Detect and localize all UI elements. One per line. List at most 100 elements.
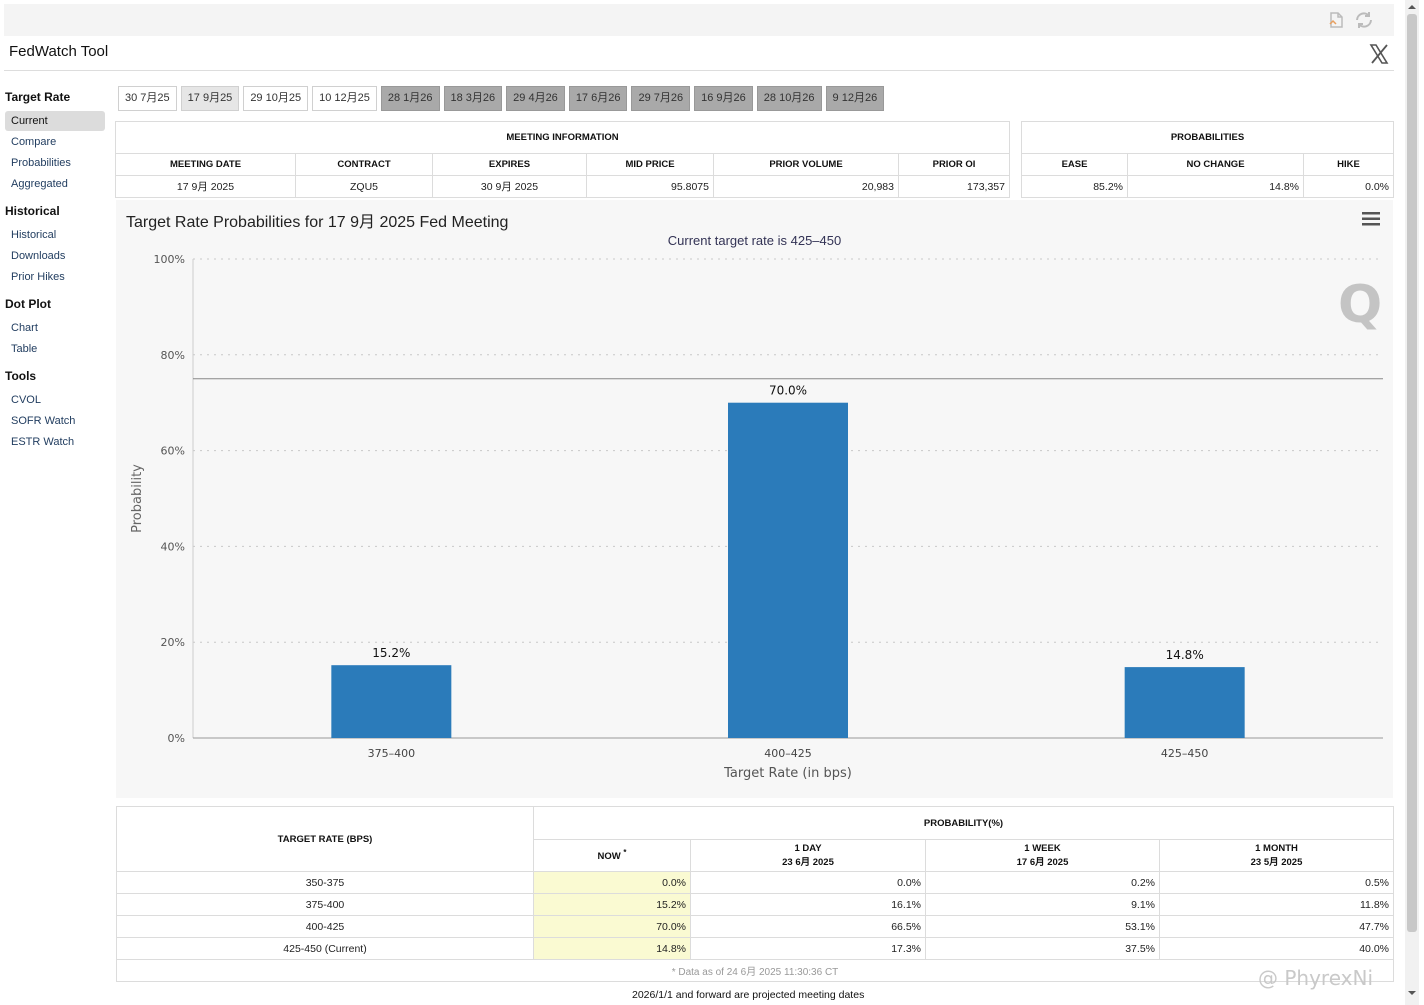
sidebar-group-dot-plot: Dot Plot Chart Table xyxy=(5,297,105,359)
meeting-tab-projected[interactable]: 29 7月26 xyxy=(631,86,691,111)
meeting-tab[interactable]: 29 10月25 xyxy=(243,86,309,111)
top-toolbar xyxy=(4,4,1394,36)
header-label: 1 MONTH xyxy=(1255,843,1298,854)
watermark: @ PhyrexNi xyxy=(1258,966,1374,990)
one-month-cell: 11.8% xyxy=(1159,893,1394,916)
sidebar-item-table[interactable]: Table xyxy=(11,343,38,355)
table-caption: MEETING INFORMATION xyxy=(115,121,1010,154)
probabilities-table: PROBABILITIES EASE NO CHANGE HIKE 85.2% … xyxy=(1021,121,1394,198)
one-day-cell: 17.3% xyxy=(690,937,926,960)
meeting-tab-projected[interactable]: 16 9月26 xyxy=(694,86,753,111)
table-row: 350-375 0.0% 0.0% 0.2% 0.5% xyxy=(116,871,1394,894)
column-header-target-rate: TARGET RATE (BPS) xyxy=(116,806,534,872)
meeting-date-tabs: 30 7月25 17 9月25 29 10月25 10 12月25 28 1月2… xyxy=(118,86,885,111)
sidebar-group-title: Historical xyxy=(5,204,60,218)
sidebar-group-title: Dot Plot xyxy=(5,297,51,311)
meeting-tab-projected[interactable]: 29 4月26 xyxy=(506,86,565,111)
hamburger-menu-icon[interactable] xyxy=(1362,212,1380,226)
sidebar-item-prior-hikes[interactable]: Prior Hikes xyxy=(11,271,65,283)
column-header: EXPIRES xyxy=(432,153,587,176)
sidebar-item-aggregated[interactable]: Aggregated xyxy=(11,178,68,190)
sidebar: Target Rate Current Compare Probabilitie… xyxy=(5,90,105,462)
export-file-icon[interactable] xyxy=(1326,10,1346,30)
y-tick-label: 80% xyxy=(161,349,185,362)
prior-oi-cell: 173,357 xyxy=(898,175,1010,198)
column-header: EASE xyxy=(1021,153,1128,176)
one-day-cell: 66.5% xyxy=(690,915,926,938)
now-label: NOW xyxy=(597,851,621,863)
column-group-header: PROBABILITY(%) xyxy=(533,806,1394,840)
projected-dates-footnote: 2026/1/1 and forward are projected meeti… xyxy=(632,989,865,1001)
app-title: FedWatch Tool xyxy=(9,43,109,60)
one-week-cell: 53.1% xyxy=(925,915,1160,938)
header-label: 1 WEEK xyxy=(1024,843,1061,854)
meeting-tab-projected[interactable]: 9 12月26 xyxy=(825,86,885,111)
table-row: 425-450 (Current) 14.8% 17.3% 37.5% 40.0… xyxy=(116,937,1394,960)
y-tick-label: 40% xyxy=(161,540,185,553)
scrollbar-thumb[interactable] xyxy=(1407,14,1417,932)
refresh-icon[interactable] xyxy=(1354,10,1374,30)
sidebar-item-downloads[interactable]: Downloads xyxy=(11,250,66,262)
x-logo-icon[interactable] xyxy=(1368,43,1390,65)
meeting-tab[interactable]: 10 12月25 xyxy=(312,86,377,111)
sidebar-item-chart[interactable]: Chart xyxy=(11,322,38,334)
sidebar-item-historical[interactable]: Historical xyxy=(11,229,57,241)
header-date: 23 6月 2025 xyxy=(782,857,834,868)
data-label: 70.0% xyxy=(769,384,807,398)
now-footnote-mark: * xyxy=(623,848,627,858)
data-label: 14.8% xyxy=(1166,648,1204,662)
bar xyxy=(1124,667,1245,738)
prior-volume-cell: 20,983 xyxy=(713,175,899,198)
x-tick-label: 375–400 xyxy=(368,747,416,760)
meeting-date-cell: 17 9月 2025 xyxy=(115,175,296,198)
table-row: 400-425 70.0% 66.5% 53.1% 47.7% xyxy=(116,915,1394,938)
data-label: 15.2% xyxy=(372,646,410,660)
one-week-cell: 9.1% xyxy=(925,893,1160,916)
now-cell: 14.8% xyxy=(533,937,691,960)
column-header-1week: 1 WEEK 17 6月 2025 xyxy=(925,839,1160,872)
meeting-tab-projected[interactable]: 17 6月26 xyxy=(568,86,628,111)
meeting-tab-selected[interactable]: 17 9月25 xyxy=(180,86,240,111)
column-header: NO CHANGE xyxy=(1127,153,1304,176)
target-rate-cell: 350-375 xyxy=(116,871,534,894)
contract-cell: ZQU5 xyxy=(295,175,433,198)
sidebar-item-sofr-watch[interactable]: SOFR Watch xyxy=(11,415,76,427)
one-week-cell: 37.5% xyxy=(925,937,1160,960)
column-header: MEETING DATE xyxy=(115,153,296,176)
sidebar-item-probabilities[interactable]: Probabilities xyxy=(11,157,71,169)
meeting-tab-projected[interactable]: 18 3月26 xyxy=(443,86,503,111)
column-header-now: NOW * xyxy=(533,839,691,872)
now-cell: 15.2% xyxy=(533,893,691,916)
sidebar-item-estr-watch[interactable]: ESTR Watch xyxy=(11,436,75,448)
x-axis-title: Target Rate (in bps) xyxy=(723,766,852,781)
scroll-down-arrow-icon[interactable] xyxy=(1407,988,1417,998)
chart-subtitle: Current target rate is 425–450 xyxy=(667,233,842,248)
y-tick-label: 20% xyxy=(161,636,185,649)
title-divider xyxy=(4,70,1394,71)
now-cell: 0.0% xyxy=(533,871,691,894)
y-tick-label: 60% xyxy=(161,445,185,458)
meeting-information-table: MEETING INFORMATION MEETING DATE CONTRAC… xyxy=(115,121,1010,198)
one-week-cell: 0.2% xyxy=(925,871,1160,894)
bar xyxy=(728,402,848,738)
meeting-tab[interactable]: 30 7月25 xyxy=(118,86,177,111)
column-header: PRIOR VOLUME xyxy=(713,153,899,176)
one-day-cell: 0.0% xyxy=(690,871,926,894)
table-caption: PROBABILITIES xyxy=(1021,121,1394,154)
column-header-1day: 1 DAY 23 6月 2025 xyxy=(690,839,926,872)
bar xyxy=(331,665,452,738)
sidebar-group-target-rate: Target Rate Current Compare Probabilitie… xyxy=(5,90,105,194)
probability-table: TARGET RATE (BPS) PROBABILITY(%) NOW * 1… xyxy=(116,806,1394,982)
column-header-1month: 1 MONTH 23 5月 2025 xyxy=(1159,839,1394,872)
mid-price-cell: 95.8075 xyxy=(586,175,714,198)
y-tick-label: 100% xyxy=(154,253,185,266)
meeting-tab-projected[interactable]: 28 10月26 xyxy=(756,86,822,111)
sidebar-item-cvol[interactable]: CVOL xyxy=(11,394,41,406)
column-header: HIKE xyxy=(1303,153,1394,176)
expires-cell: 30 9月 2025 xyxy=(432,175,587,198)
scroll-up-arrow-icon[interactable] xyxy=(1407,2,1417,12)
now-cell: 70.0% xyxy=(533,915,691,938)
meeting-tab-projected[interactable]: 28 1月26 xyxy=(380,86,440,111)
sidebar-item-current[interactable]: Current xyxy=(5,111,105,131)
sidebar-item-compare[interactable]: Compare xyxy=(11,136,57,148)
